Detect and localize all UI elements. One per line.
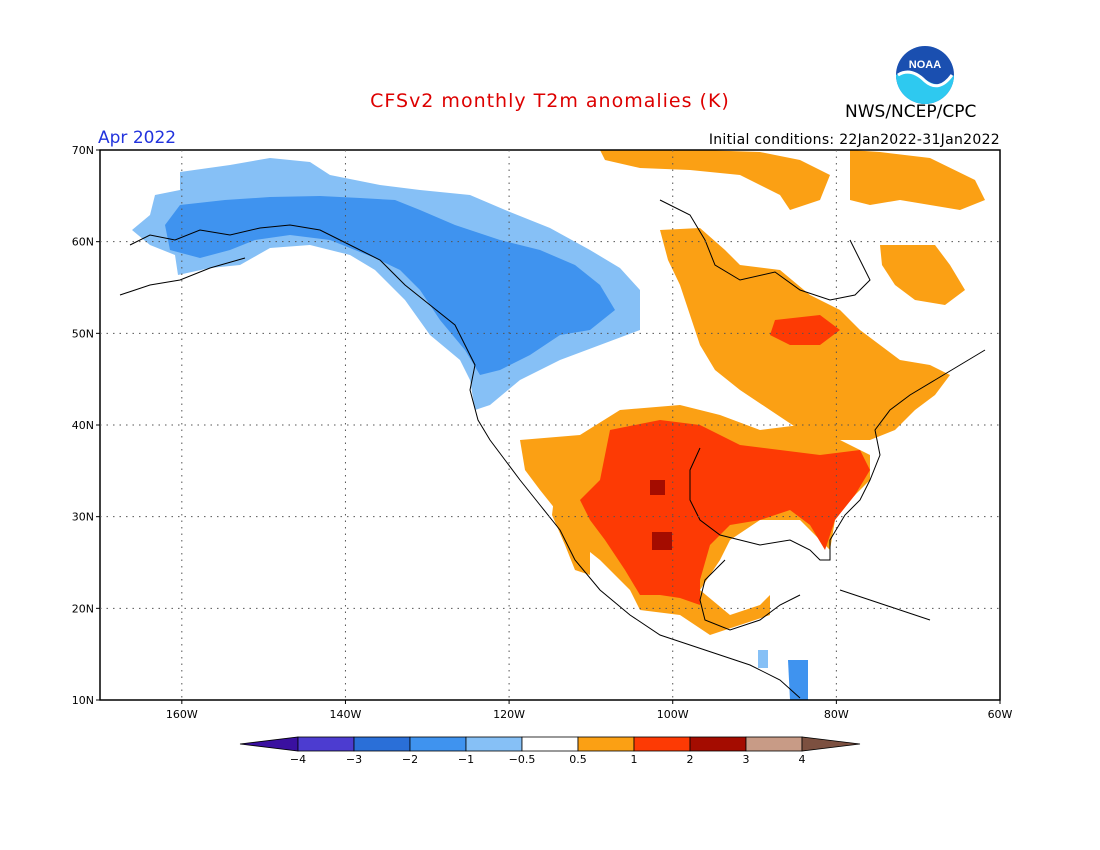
colorbar-swatch: [633, 736, 691, 752]
texas-south-hot: [652, 532, 672, 550]
colorbar-label: 2: [687, 753, 694, 766]
colorbar-swatch: [689, 736, 747, 752]
eastern-canada-warm: [600, 150, 830, 210]
colorbar-label: −2: [402, 753, 418, 766]
greenland-warm: [850, 150, 985, 210]
colorbar-swatch: [745, 736, 803, 752]
colorbar-low-arrow: [239, 736, 299, 752]
northwest-canada-cold: [165, 196, 615, 375]
lat-tick-label: 20N: [72, 602, 94, 615]
agency-label: NWS/NCEP/CPC: [845, 102, 977, 122]
colorbar-label: −1: [458, 753, 474, 766]
lat-tick-label: 50N: [72, 327, 94, 340]
lon-tick-label: 100W: [657, 708, 689, 721]
axis-ticks: 160W 140W 120W 100W 80W 60W 70N 60N 50N 40N 30N 20N…: [72, 144, 1013, 721]
colorbar-swatch: [521, 736, 579, 752]
colorbar-label: 0.5: [569, 753, 587, 766]
lat-tick-label: 10N: [72, 694, 94, 707]
initial-conditions: Initial conditions: 22Jan2022-31Jan2022: [708, 132, 1000, 148]
honduras-cold: [758, 650, 768, 668]
colorbar-label: 4: [799, 753, 806, 766]
lat-tick-label: 40N: [72, 419, 94, 432]
colorbar-swatch: [465, 736, 523, 752]
lat-tick-label: 70N: [72, 144, 94, 157]
lon-tick-label: 160W: [166, 708, 198, 721]
lat-tick-label: 60N: [72, 236, 94, 249]
lon-tick-label: 60W: [988, 708, 1013, 721]
baja-warm: [552, 490, 590, 575]
noaa-logo: NOAA: [895, 45, 955, 105]
colorbar-label: 1: [631, 753, 638, 766]
colorbar-label: −4: [290, 753, 306, 766]
coastlines: [119, 199, 986, 699]
anomaly-shading: [132, 150, 985, 700]
grid: [100, 150, 1000, 700]
colorbar-high-arrow: [801, 736, 861, 752]
colorbar-label: −0.5: [509, 753, 536, 766]
colorbar-swatch: [353, 736, 411, 752]
lon-tick-label: 80W: [824, 708, 849, 721]
lon-tick-label: 120W: [493, 708, 525, 721]
svg-text:NOAA: NOAA: [909, 59, 941, 71]
colorbar-label: −3: [346, 753, 362, 766]
south-central-us-warm: [580, 420, 870, 605]
colorbar-swatch: [409, 736, 467, 752]
colorbar-swatch: [297, 736, 355, 752]
ontario-red: [770, 315, 840, 345]
labrador-warm: [880, 245, 965, 305]
colorbar-swatch: [577, 736, 635, 752]
texas-oklahoma-hot: [650, 480, 665, 495]
valid-month: Apr 2022: [98, 128, 177, 148]
colorbar-label: 3: [743, 753, 750, 766]
chart-title: CFSv2 monthly T2m anomalies (K): [370, 90, 730, 112]
colorbar: −4 −3 −2 −1 −0.5 0.5 1 2 3 4: [239, 736, 861, 766]
lat-tick-label: 30N: [72, 511, 94, 524]
central-america-cold: [788, 660, 808, 700]
lon-tick-label: 140W: [330, 708, 362, 721]
